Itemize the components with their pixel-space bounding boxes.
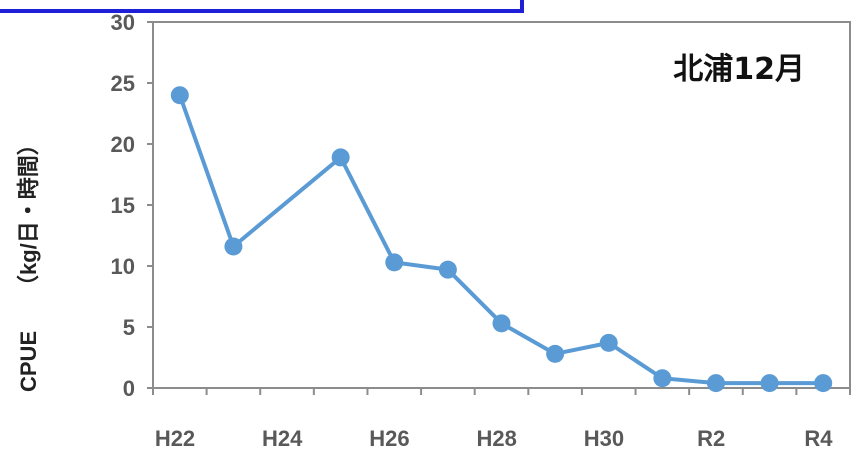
y-tick-label: 30 xyxy=(111,10,135,35)
data-point xyxy=(170,86,189,105)
data-point xyxy=(760,374,779,393)
data-point xyxy=(224,237,243,256)
series-line xyxy=(177,94,824,386)
x-tick-label: H30 xyxy=(584,426,624,451)
y-axis-label-prefix: CPUE xyxy=(16,331,41,392)
y-tick-label: 15 xyxy=(111,193,135,218)
x-tick-label: R4 xyxy=(804,426,833,451)
y-tick-label: 25 xyxy=(111,71,135,96)
data-point xyxy=(814,374,833,393)
data-point xyxy=(385,253,404,272)
data-point xyxy=(492,314,511,333)
y-axis-label: CPUE （kg/日・時間） xyxy=(16,133,41,392)
data-point xyxy=(599,333,618,352)
y-tick-label: 20 xyxy=(111,132,135,157)
x-tick-label: H22 xyxy=(155,426,195,451)
data-point xyxy=(546,344,565,363)
x-tick-label: H28 xyxy=(477,426,517,451)
highlight-box xyxy=(0,0,524,13)
x-tick-label: H26 xyxy=(369,426,409,451)
data-point xyxy=(331,148,350,167)
data-point xyxy=(653,369,672,388)
y-tick-label: 5 xyxy=(123,315,135,340)
data-point xyxy=(706,374,725,393)
y-tick-label: 0 xyxy=(123,376,135,401)
x-tick-label: R2 xyxy=(697,426,725,451)
data-point xyxy=(438,260,457,279)
y-axis: 0 5 10 15 20 25 30 xyxy=(111,10,153,401)
series-cpue xyxy=(170,86,833,393)
chart-title: 北浦12月 xyxy=(673,52,805,87)
x-axis: H22 H24 H26 H28 H30 R2 R4 xyxy=(152,388,851,451)
x-tick-label: H24 xyxy=(262,426,303,451)
y-axis-label-unit: （kg/日・時間） xyxy=(16,133,41,297)
y-tick-label: 10 xyxy=(111,254,135,279)
